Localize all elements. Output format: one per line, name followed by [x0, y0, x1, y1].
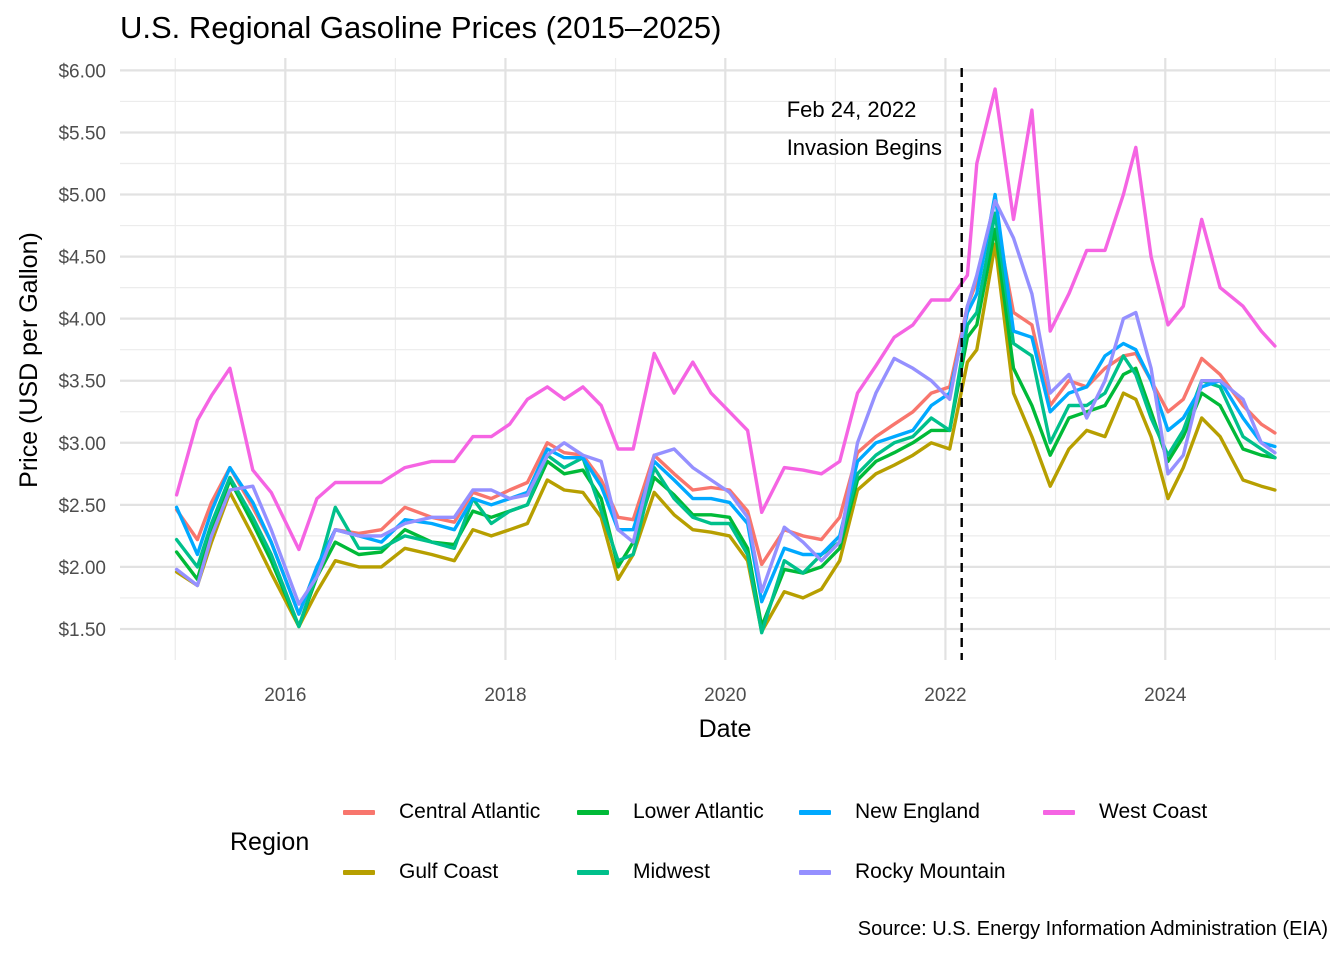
legend-key-new-england: [799, 809, 831, 815]
y-tick-label: $6.00: [58, 61, 106, 82]
annotation: Feb 24, 2022 Invasion Begins: [787, 68, 963, 660]
series-line-west-coast: [174, 87, 1277, 552]
legend-label: New England: [855, 800, 980, 823]
legend-key-rocky-mountain: [799, 869, 831, 875]
y-axis-label: Price (USD per Gallon): [15, 232, 43, 488]
legend-key-lower-atlantic: [577, 809, 609, 815]
y-axis-ticks: $1.50 $2.00 $2.50 $3.00 $3.50 $4.00 $4.50 $5.00…: [58, 61, 106, 641]
legend-label: Central Atlantic: [399, 800, 541, 823]
annotation-date-label: Feb 24, 2022: [787, 97, 917, 122]
y-tick-label: $2.50: [58, 496, 106, 517]
x-tick-label: 2016: [264, 685, 306, 706]
y-tick-label: $4.00: [58, 310, 106, 331]
y-tick-label: $5.00: [58, 186, 106, 207]
chart-title: U.S. Regional Gasoline Prices (2015–2025…: [120, 10, 722, 45]
x-axis-ticks: 2016 2018 2020 2022 2024: [264, 685, 1187, 706]
legend-key-west-coast: [1043, 809, 1075, 815]
y-tick-label: $2.00: [58, 558, 106, 579]
y-tick-label: $1.50: [58, 620, 106, 641]
series-lines: [174, 87, 1277, 635]
legend-item-gulf-coast: Gulf Coast: [343, 857, 498, 887]
legend-item-new-england: New England: [799, 797, 980, 827]
series-line-rocky-mountain: [174, 198, 1277, 606]
y-tick-label: $5.50: [58, 123, 106, 144]
legend-key-central-atlantic: [343, 809, 375, 815]
x-tick-label: 2020: [704, 685, 746, 706]
source-caption: Source: U.S. Energy Information Administ…: [857, 918, 1328, 940]
major-gridlines: [120, 58, 1330, 660]
legend-key-midwest: [577, 869, 609, 875]
legend-item-rocky-mountain: Rocky Mountain: [799, 857, 1006, 887]
legend-item-midwest: Midwest: [577, 857, 710, 887]
y-tick-label: $3.50: [58, 372, 106, 393]
legend-label: Lower Atlantic: [633, 800, 764, 823]
y-tick-label: $3.00: [58, 434, 106, 455]
legend-label: West Coast: [1099, 800, 1208, 823]
legend-key-gulf-coast: [343, 869, 375, 875]
annotation-event-label: Invasion Begins: [787, 135, 942, 160]
y-tick-label: $4.50: [58, 248, 106, 269]
x-axis-label: Date: [699, 715, 752, 743]
x-tick-label: 2018: [484, 685, 526, 706]
legend-item-lower-atlantic: Lower Atlantic: [577, 797, 764, 827]
x-tick-label: 2024: [1144, 685, 1187, 706]
series-line-midwest: [174, 211, 1277, 635]
legend-label: Rocky Mountain: [855, 860, 1006, 883]
x-tick-label: 2022: [924, 685, 966, 706]
legend-item-west-coast: West Coast: [1043, 797, 1207, 827]
legend-title: Region: [230, 828, 310, 856]
legend-label: Midwest: [633, 860, 711, 883]
legend-label: Gulf Coast: [399, 860, 499, 883]
legend-item-central-atlantic: Central Atlantic: [343, 797, 540, 827]
